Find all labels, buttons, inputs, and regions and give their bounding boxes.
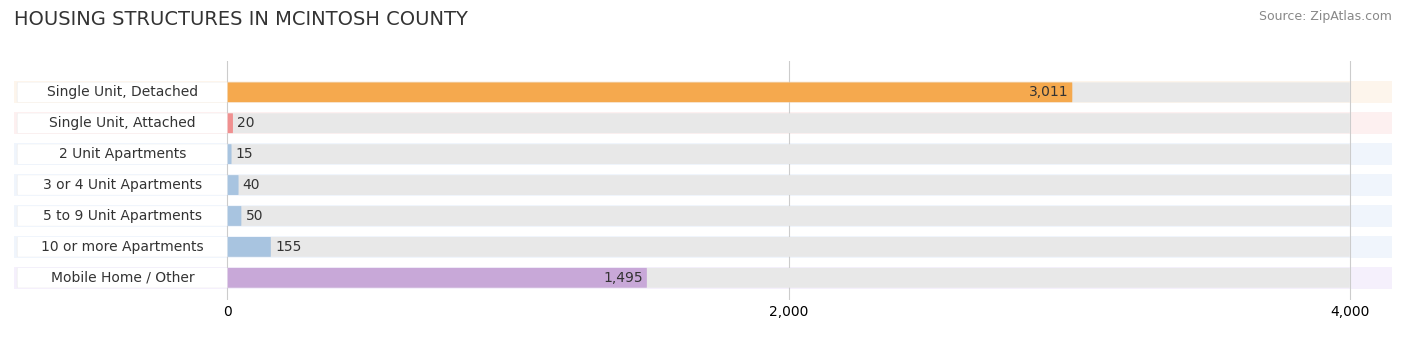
Text: Mobile Home / Other: Mobile Home / Other <box>51 271 194 285</box>
FancyBboxPatch shape <box>14 205 1392 227</box>
FancyBboxPatch shape <box>17 144 1350 164</box>
FancyBboxPatch shape <box>228 206 242 226</box>
FancyBboxPatch shape <box>17 206 1350 226</box>
Text: 2 Unit Apartments: 2 Unit Apartments <box>59 147 186 161</box>
Text: 20: 20 <box>238 116 254 130</box>
FancyBboxPatch shape <box>17 175 228 195</box>
Text: 50: 50 <box>246 209 263 223</box>
FancyBboxPatch shape <box>14 267 1392 289</box>
FancyBboxPatch shape <box>17 113 228 133</box>
FancyBboxPatch shape <box>14 81 1392 103</box>
Text: Source: ZipAtlas.com: Source: ZipAtlas.com <box>1258 10 1392 23</box>
FancyBboxPatch shape <box>17 237 1350 257</box>
Text: 1,495: 1,495 <box>603 271 643 285</box>
Text: 40: 40 <box>243 178 260 192</box>
FancyBboxPatch shape <box>228 144 232 164</box>
FancyBboxPatch shape <box>17 83 1350 102</box>
FancyBboxPatch shape <box>228 237 271 257</box>
FancyBboxPatch shape <box>228 113 233 133</box>
FancyBboxPatch shape <box>17 237 228 257</box>
FancyBboxPatch shape <box>17 144 228 164</box>
FancyBboxPatch shape <box>17 175 1350 195</box>
Text: Single Unit, Detached: Single Unit, Detached <box>46 85 198 99</box>
Text: 5 to 9 Unit Apartments: 5 to 9 Unit Apartments <box>42 209 202 223</box>
Text: 155: 155 <box>276 240 301 254</box>
FancyBboxPatch shape <box>228 175 239 195</box>
FancyBboxPatch shape <box>14 174 1392 196</box>
FancyBboxPatch shape <box>17 83 228 102</box>
FancyBboxPatch shape <box>14 236 1392 258</box>
FancyBboxPatch shape <box>228 268 647 288</box>
FancyBboxPatch shape <box>17 268 228 288</box>
FancyBboxPatch shape <box>14 112 1392 134</box>
Text: 3,011: 3,011 <box>1028 85 1069 99</box>
Text: 3 or 4 Unit Apartments: 3 or 4 Unit Apartments <box>42 178 202 192</box>
Text: 10 or more Apartments: 10 or more Apartments <box>41 240 204 254</box>
Text: HOUSING STRUCTURES IN MCINTOSH COUNTY: HOUSING STRUCTURES IN MCINTOSH COUNTY <box>14 10 468 29</box>
FancyBboxPatch shape <box>228 83 1073 102</box>
FancyBboxPatch shape <box>17 206 228 226</box>
FancyBboxPatch shape <box>14 143 1392 165</box>
FancyBboxPatch shape <box>17 113 1350 133</box>
FancyBboxPatch shape <box>17 268 1350 288</box>
Text: Single Unit, Attached: Single Unit, Attached <box>49 116 195 130</box>
Text: 15: 15 <box>236 147 253 161</box>
